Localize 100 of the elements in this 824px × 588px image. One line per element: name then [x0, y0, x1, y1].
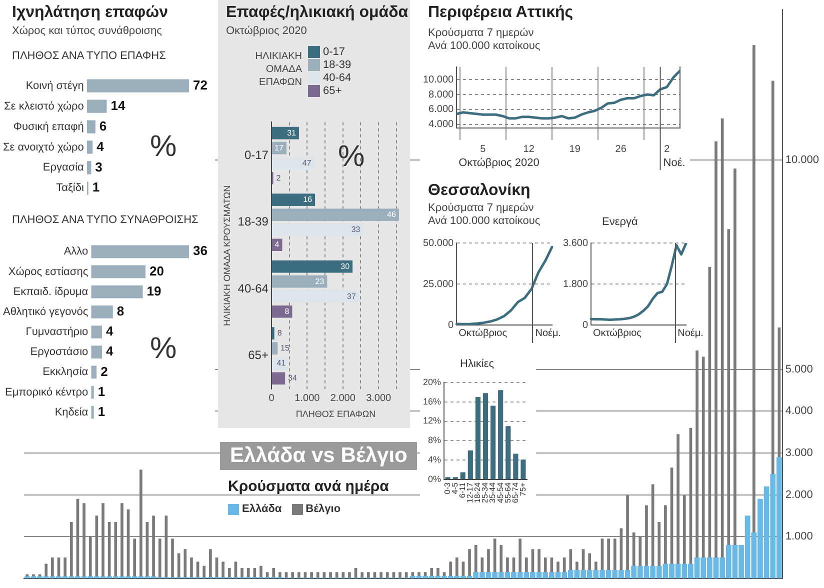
x-tick-label: 75+: [518, 482, 528, 496]
bar: [139, 470, 142, 578]
legend-label: 18-39: [323, 59, 352, 71]
bar: [367, 572, 370, 578]
bar: [506, 426, 511, 480]
y-tick-label: 40-64: [238, 281, 269, 296]
x-axis-title: ΠΛΗΘΟΣ ΕΠΑΦΩΝ: [296, 409, 376, 420]
bar: [460, 472, 466, 480]
chart-title: ΠΛΗΘΟΣ ΑΝΑ ΤΥΠΟ ΣΥΝΑΘΡΟΙΣΗΣ: [12, 214, 198, 226]
data-label: 72: [193, 77, 208, 92]
annotation: 17: [274, 143, 284, 152]
bar: [91, 285, 143, 298]
bar: [475, 396, 481, 480]
data-label: 8: [116, 303, 124, 318]
bar: [70, 522, 73, 578]
bar: [158, 538, 162, 578]
bar: [202, 566, 206, 578]
data-label: 4: [96, 138, 105, 154]
bar: [272, 275, 328, 288]
bar: [272, 305, 292, 318]
legend-label: 40-64: [323, 72, 352, 84]
x-tick-label: 3.000: [366, 392, 392, 404]
text: Ελλάδα vs Βέλγιο: [220, 442, 418, 470]
x-tick-label: 25-34: [480, 482, 490, 504]
bar: [246, 568, 250, 578]
x-tick-label: 0-3: [442, 482, 452, 494]
y-tick-label: 20%: [423, 376, 442, 387]
annotation: 37: [347, 292, 356, 301]
annotation: Οκτώβριος 2020: [458, 157, 540, 169]
chart-subtitle: Κρούσματα 7 ημερών Ανά 100.000 κατοίκους: [428, 202, 540, 228]
bar: [120, 503, 124, 578]
x-tick-label: 6-11: [458, 482, 468, 498]
chart-title: Επαφές/ηλικιακή ομάδα: [226, 4, 408, 22]
bar: [329, 572, 332, 578]
bar: [468, 549, 471, 578]
x-tick-label: 5: [480, 144, 486, 155]
bar: [380, 572, 382, 578]
chart-title: Θεσσαλονίκη: [428, 182, 530, 200]
x-tick-label: 2.000: [330, 392, 356, 404]
y-tick-label: Ταξίδι: [56, 182, 84, 194]
y-tick-label: 5.000: [785, 363, 813, 376]
bar: [520, 460, 526, 480]
bar: [260, 566, 262, 578]
y-tick-label: Εργασία: [42, 162, 85, 174]
annotation: 31: [287, 128, 297, 138]
x-tick-label: 45-54: [496, 482, 505, 504]
x-tick-label: 2: [664, 144, 670, 155]
y-tick-label: 0: [582, 320, 588, 331]
bar: [228, 568, 231, 578]
annotation: 16: [303, 195, 313, 204]
y-tick-label: 0-17: [244, 148, 269, 162]
annotation: %: [338, 140, 365, 174]
bar: [272, 156, 314, 170]
x-tick-label: 12-17: [466, 482, 475, 504]
y-tick-label: Κοινή στέγη: [26, 80, 84, 92]
data-label: 1: [92, 180, 100, 195]
annotation: 34: [288, 374, 298, 383]
x-tick-label: 4-5: [450, 482, 460, 494]
y-tick-label: 3.000: [785, 446, 813, 459]
y-tick-label: 25.000: [422, 278, 454, 290]
bar: [171, 538, 174, 578]
y-tick-label: 8%: [428, 435, 442, 446]
bar: [513, 454, 518, 480]
bar: [272, 372, 286, 385]
data-label: 1: [98, 404, 106, 419]
bar: [114, 522, 118, 578]
annotation: 8: [277, 328, 282, 338]
y-tick-label: 4%: [428, 454, 442, 465]
x-tick-label: 35-44: [488, 482, 498, 504]
x-tick-label: 55-64: [503, 482, 512, 504]
y-tick-label: 8.000: [428, 89, 454, 100]
data-label: 6: [99, 118, 107, 134]
bar: [291, 572, 294, 578]
bar: [398, 572, 402, 578]
data-label: 4: [106, 324, 114, 339]
annotation: 41: [276, 358, 286, 368]
bar: [342, 572, 345, 578]
annotation: 46: [387, 210, 396, 220]
y-tick-label: Αθλητικό γεγονός: [2, 306, 88, 318]
bar: [91, 346, 102, 359]
bar: [482, 393, 488, 480]
bar: [64, 557, 66, 578]
chart-title: Ιχνηλάτηση επαφών: [12, 4, 168, 22]
bar: [102, 503, 104, 578]
bar: [272, 224, 364, 236]
y-tick-label: 65+: [248, 348, 268, 362]
chart-title: Ηλικίες: [460, 358, 494, 370]
bar: [190, 557, 193, 578]
annotation: Οκτώβριος: [593, 328, 642, 339]
y-tick-label: 1.800: [562, 278, 588, 290]
annotation: %: [150, 332, 177, 366]
bar: [91, 366, 97, 379]
annotation: 47: [302, 158, 312, 168]
annotation: 15: [280, 344, 290, 353]
y-tick-label: 1.000: [785, 530, 813, 543]
data-label: 36: [193, 243, 208, 258]
bar: [272, 327, 274, 340]
bar: [272, 194, 316, 206]
bar: [88, 536, 92, 578]
bar: [51, 557, 54, 578]
